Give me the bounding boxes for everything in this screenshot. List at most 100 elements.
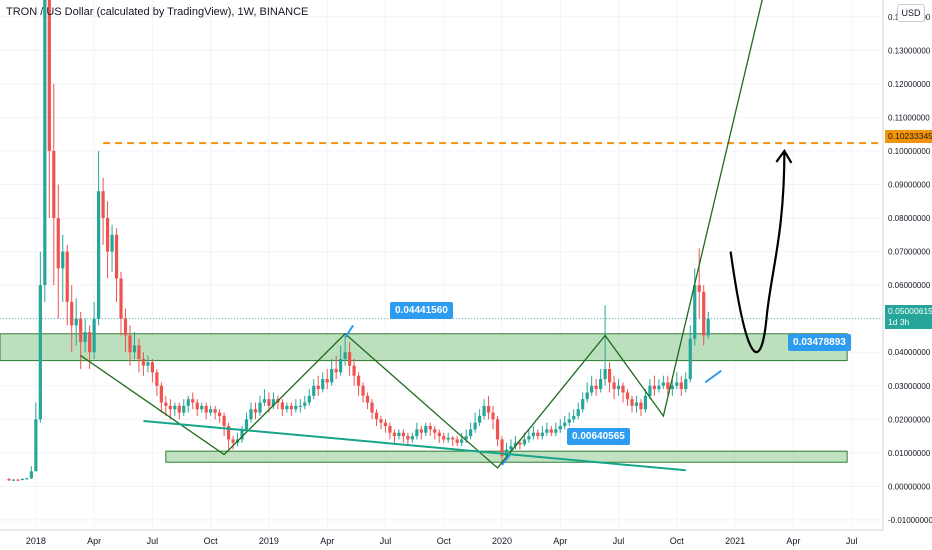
candle-body xyxy=(522,439,527,445)
candle-body xyxy=(612,382,616,390)
candle-body xyxy=(518,442,522,445)
price-tick-label: 0.03000000 xyxy=(888,382,931,391)
candle-body xyxy=(464,436,468,440)
candle-body xyxy=(97,191,101,319)
support-zones xyxy=(0,333,848,463)
price-tick-label: 0.13000000 xyxy=(888,46,931,55)
low-callout-pointer xyxy=(501,454,511,466)
candle-body xyxy=(47,0,51,151)
candle-body xyxy=(43,0,47,286)
candle-body xyxy=(123,318,128,336)
candle-body xyxy=(383,422,388,427)
candle-body xyxy=(469,429,473,437)
candle-body xyxy=(361,385,365,396)
candle-body xyxy=(226,426,231,440)
candle-body xyxy=(132,345,137,353)
candle-body xyxy=(334,368,338,373)
pattern-zigzag-line xyxy=(80,0,763,469)
candle-body xyxy=(410,436,414,440)
candle-body xyxy=(661,382,665,386)
candle-body xyxy=(200,405,204,410)
candle-body xyxy=(61,251,65,269)
time-tick-label: Apr xyxy=(320,536,334,546)
candle-body xyxy=(545,429,549,433)
candle-body xyxy=(70,301,74,326)
candle-body xyxy=(473,422,477,430)
candle-body xyxy=(285,405,289,410)
candle-body xyxy=(437,432,441,437)
time-tick-label: Jul xyxy=(380,536,392,546)
candle-body xyxy=(460,439,464,443)
time-tick-label: Jul xyxy=(147,536,159,546)
projection-curve xyxy=(729,150,786,354)
candle-body xyxy=(213,409,217,413)
candle-body xyxy=(303,402,307,406)
candle-body xyxy=(267,399,271,406)
countdown-label: 1d 3h xyxy=(888,317,910,327)
candle-body xyxy=(482,405,486,416)
candle-body xyxy=(433,429,437,433)
candle-body xyxy=(294,405,298,410)
currency-button[interactable]: USD xyxy=(897,4,925,22)
candle-body xyxy=(509,446,513,450)
candle-body xyxy=(558,426,562,430)
candle-body xyxy=(231,439,235,443)
candle-body xyxy=(258,402,262,413)
candle-body xyxy=(280,402,284,410)
peak-callout: 0.04441560 xyxy=(390,302,453,319)
candle-body xyxy=(567,419,571,423)
candle-body xyxy=(643,395,648,410)
candle-body xyxy=(451,437,455,440)
candle-body xyxy=(706,318,710,336)
candle-body xyxy=(688,338,692,380)
candle-body xyxy=(477,415,482,423)
candle-body xyxy=(563,422,567,427)
candle-body xyxy=(146,362,150,366)
candle-body xyxy=(365,395,370,403)
candle-body xyxy=(101,191,105,219)
candle-body xyxy=(11,479,16,481)
candle-body xyxy=(554,429,558,433)
low-callout: 0.00640565 xyxy=(567,428,630,445)
time-tick-label: Oct xyxy=(437,536,452,546)
candle-body xyxy=(348,352,352,366)
candle-body xyxy=(634,402,639,406)
target-price-label: 0.10233345 xyxy=(885,130,932,143)
candle-body xyxy=(616,385,621,390)
candle-body xyxy=(356,375,361,386)
candle-body xyxy=(442,436,446,440)
candle-body xyxy=(379,419,383,423)
candle-body xyxy=(607,368,612,383)
candle-body xyxy=(424,426,428,433)
price-tick-label: 0.11000000 xyxy=(888,113,930,122)
candle-body xyxy=(128,335,132,353)
candle-body xyxy=(88,332,92,353)
candle-body xyxy=(401,432,406,437)
candle-body xyxy=(594,385,598,390)
candle-body xyxy=(52,150,56,219)
candle-body xyxy=(25,478,29,480)
candle-body xyxy=(397,432,401,437)
price-tick-label: 0.07000000 xyxy=(888,248,931,257)
current-price-value: 0.05000615 xyxy=(888,306,932,316)
peak-callout-pointer xyxy=(344,324,354,339)
support-callout-pointer xyxy=(704,369,722,384)
candle-body xyxy=(74,318,78,326)
candle-body xyxy=(218,412,222,416)
candle-body xyxy=(679,382,683,390)
candle-body xyxy=(150,362,154,373)
candle-body xyxy=(262,399,267,403)
candle-body xyxy=(105,218,110,252)
candle-body xyxy=(536,432,540,437)
candle-body xyxy=(352,365,356,376)
candle-body xyxy=(572,415,576,420)
candle-body xyxy=(666,382,670,390)
candle-body xyxy=(114,234,119,279)
candle-body xyxy=(38,285,42,420)
candle-body xyxy=(603,368,607,380)
candle-body xyxy=(173,405,177,410)
price-tick-label: 0.02000000 xyxy=(888,415,931,424)
current-price-label: 0.05000615 1d 3h xyxy=(885,305,932,329)
